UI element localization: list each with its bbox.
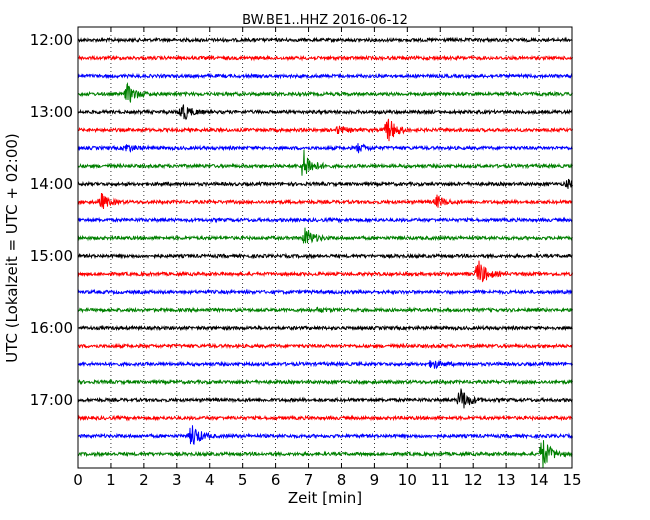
- trace-1415: [77, 192, 573, 210]
- trace-1630: [77, 360, 573, 370]
- trace-1430: [77, 216, 573, 224]
- x-tick-label: 8: [337, 471, 347, 489]
- x-tick-label: 4: [205, 471, 215, 489]
- x-tick-label: 13: [497, 471, 516, 489]
- trace-1345: [77, 149, 573, 176]
- x-tick-label: 14: [530, 471, 549, 489]
- trace-1315: [77, 118, 573, 142]
- trace-1230: [77, 72, 573, 80]
- y-tick-label: 16:00: [30, 319, 73, 337]
- trace-layer: [77, 36, 573, 469]
- y-tick-label: 17:00: [30, 391, 73, 409]
- trace-1515: [77, 260, 573, 283]
- trace-1600: [77, 324, 573, 332]
- plot-frame: [77, 26, 573, 469]
- x-tick-label: 7: [304, 471, 314, 489]
- y-tick-label: 13:00: [30, 103, 73, 121]
- chart-title: BW.BE1..HHZ 2016-06-12: [242, 13, 408, 28]
- x-tick-label: 11: [431, 471, 450, 489]
- y-tick-label: 14:00: [30, 175, 73, 193]
- x-tick-label: 6: [271, 471, 281, 489]
- grid-layer: [110, 27, 540, 468]
- x-tick-label: 9: [370, 471, 380, 489]
- x-tick-label: 3: [172, 471, 182, 489]
- trace-1330: [77, 143, 573, 154]
- trace-1500: [77, 252, 573, 260]
- x-tick-label: 2: [139, 471, 149, 489]
- trace-1445: [77, 227, 573, 244]
- y-tick-label: 12:00: [30, 31, 73, 49]
- trace-1745: [77, 440, 573, 469]
- x-tick-label: 15: [562, 471, 581, 489]
- trace-1615: [77, 342, 573, 350]
- y-axis: 12:00 13:00 14:00 15:00 16:00 17:00: [30, 31, 572, 409]
- y-axis-label: UTC (Lokalzeit = UTC + 02:00): [3, 133, 21, 363]
- trace-1200: [77, 36, 573, 44]
- x-axis-label: Zeit [min]: [288, 489, 362, 507]
- x-tick-label: 5: [238, 471, 248, 489]
- y-tick-label: 15:00: [30, 247, 73, 265]
- x-tick-label: 10: [398, 471, 417, 489]
- x-tick-label: 0: [73, 471, 83, 489]
- trace-1645: [77, 378, 573, 386]
- trace-1400: [77, 178, 573, 189]
- trace-1215: [77, 54, 573, 62]
- x-axis: 0 1 2 3 4 5 6 7 8 9 10 11 12 13 14 15: [73, 27, 582, 489]
- trace-1245: [77, 81, 573, 103]
- trace-1715: [77, 414, 573, 422]
- trace-1530: [77, 288, 573, 296]
- trace-1545: [77, 306, 573, 314]
- x-tick-label: 12: [464, 471, 483, 489]
- trace-1300: [77, 104, 573, 121]
- trace-1700: [77, 388, 573, 409]
- trace-1730: [78, 425, 573, 445]
- x-tick-label: 1: [106, 471, 116, 489]
